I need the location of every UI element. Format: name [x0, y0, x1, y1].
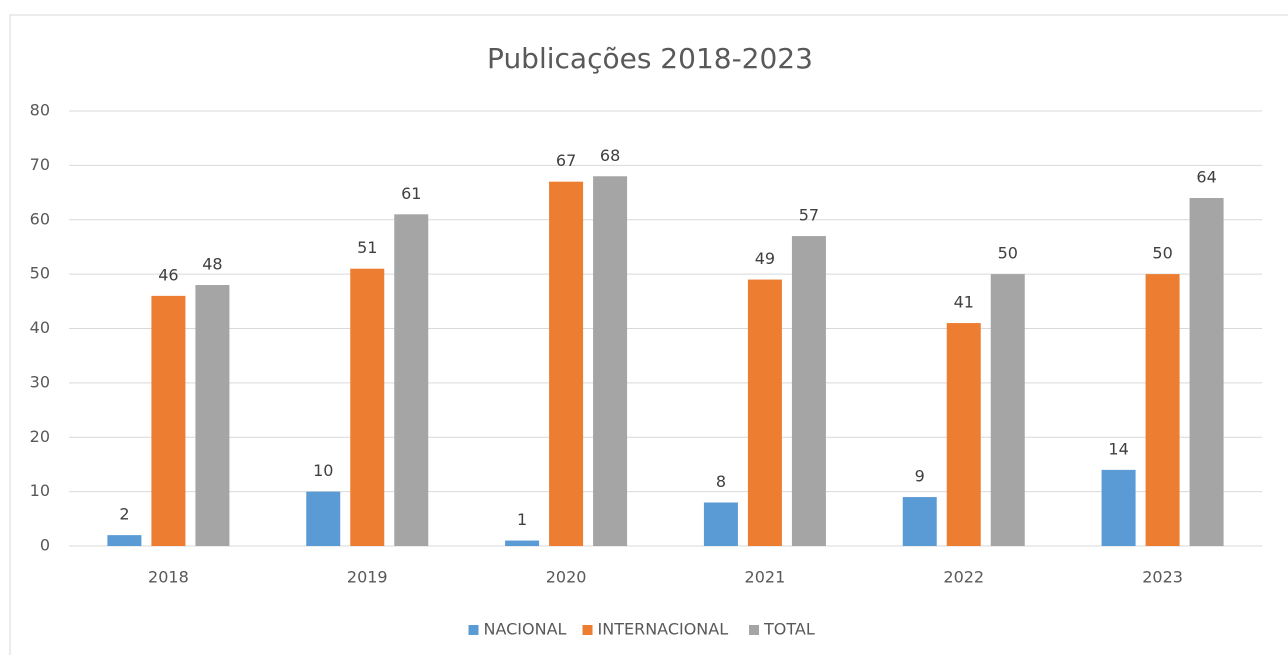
value-label: 68 [600, 146, 620, 165]
value-label: 50 [1152, 244, 1172, 263]
y-tick-label: 20 [30, 427, 50, 446]
bar [902, 497, 937, 546]
value-label: 51 [357, 238, 377, 257]
value-label: 41 [954, 293, 974, 312]
value-label: 8 [716, 472, 726, 491]
x-tick-label: 2018 [148, 568, 189, 587]
value-label: 9 [915, 467, 925, 486]
y-tick-label: 0 [40, 536, 50, 555]
bar [791, 236, 826, 546]
value-label: 48 [202, 255, 222, 274]
bar [306, 491, 341, 546]
x-tick-label: 2023 [1142, 568, 1183, 587]
bar [350, 268, 385, 546]
value-label: 1 [517, 510, 527, 529]
value-label: 46 [158, 265, 178, 284]
bar [593, 176, 628, 546]
value-label: 67 [556, 151, 576, 170]
x-tick-label: 2020 [546, 568, 587, 587]
x-tick-label: 2019 [347, 568, 388, 587]
bar [1145, 274, 1180, 546]
value-label: 64 [1196, 168, 1216, 187]
chart-title: Publicações 2018-2023 [487, 42, 813, 75]
bar [394, 214, 429, 546]
value-label: 50 [998, 244, 1018, 263]
bar [505, 540, 540, 546]
bar [549, 181, 584, 546]
value-label: 14 [1108, 439, 1128, 458]
bar [151, 295, 186, 546]
value-label: 61 [401, 184, 421, 203]
legend-swatch [468, 625, 479, 635]
bar [1189, 198, 1224, 546]
y-tick-label: 40 [30, 318, 50, 337]
x-tick-label: 2022 [943, 568, 984, 587]
y-tick-label: 50 [30, 264, 50, 283]
y-tick-label: 80 [30, 101, 50, 120]
value-label: 57 [799, 206, 819, 225]
bar [107, 535, 142, 546]
y-tick-label: 30 [30, 372, 50, 391]
y-tick-label: 60 [30, 209, 50, 228]
bar [990, 274, 1025, 546]
value-label: 10 [313, 461, 333, 480]
legend-swatch [582, 625, 593, 635]
legend-label: INTERNACIONAL [598, 620, 729, 639]
bar [1101, 469, 1136, 546]
x-tick-label: 2021 [745, 568, 786, 587]
legend-label: TOTAL [763, 620, 815, 639]
bar [195, 285, 230, 546]
legend-label: NACIONAL [484, 620, 567, 639]
legend-swatch [749, 625, 759, 635]
bar [703, 502, 738, 546]
y-tick-label: 10 [30, 481, 50, 500]
bar [747, 279, 782, 546]
value-label: 2 [119, 505, 129, 524]
value-label: 49 [755, 249, 775, 268]
y-tick-label: 70 [30, 155, 50, 174]
bar [946, 323, 981, 546]
